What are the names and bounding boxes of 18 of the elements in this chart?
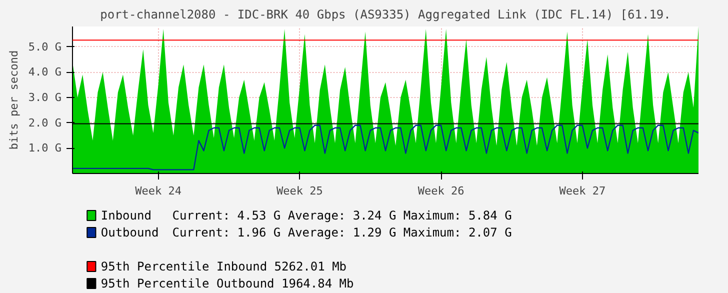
legend-label: 95th Percentile Inbound 5262.01 Mb xyxy=(100,260,347,274)
y-tick-label: 1.0 G xyxy=(28,142,62,155)
y-tick-label: 2.0 G xyxy=(28,116,62,130)
legend-label: 95th Percentile Outbound 1964.84 Mb xyxy=(100,276,354,290)
text: Current: 1.96 G Average: 1.29 G Maximum: 2.07 G xyxy=(172,226,512,240)
text: Current: 4.53 G Average: 3.24 G Maximum: 5.84 G xyxy=(172,208,512,222)
legend-label: Inbound xyxy=(100,208,152,222)
y-tick-label: 5.0 G xyxy=(28,40,62,54)
legend-label: Outbound xyxy=(100,226,159,240)
x-tick-label: Week 27 xyxy=(559,184,606,198)
y-axis-title: bits per second xyxy=(7,50,20,150)
line-series xyxy=(72,124,698,170)
chart-title: port-channel2080 - IDC-BRK 40 Gbps (AS9335) Aggregated Link (IDC FL.14) [61.19. xyxy=(100,8,671,22)
x-tick-label: Week 24 xyxy=(135,184,182,198)
y-tick-label: 3.0 G xyxy=(28,90,62,104)
x-tick-label: Week 26 xyxy=(418,184,464,198)
y-tick-label: 4.0 G xyxy=(28,66,62,79)
x-tick-label: Week 25 xyxy=(276,184,323,198)
